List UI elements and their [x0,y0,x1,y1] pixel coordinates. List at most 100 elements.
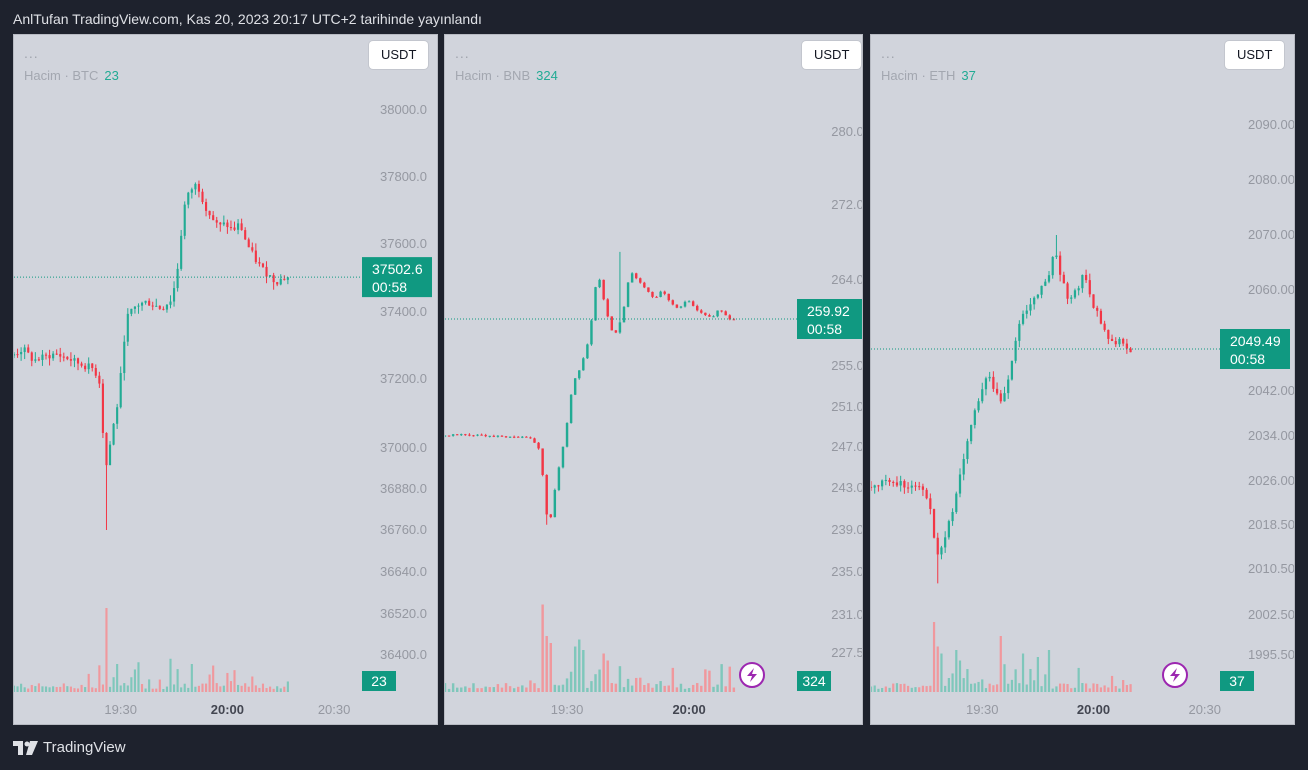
volume-bar [504,683,508,692]
chart-canvas[interactable]: 2090.00 2080.00 2070.00 2060.00 2042.00 2034.… [871,35,1295,725]
volume-bar [720,664,723,692]
volume-bar [187,687,190,692]
last-price-value: 259.92 [807,303,850,319]
candle [675,304,679,309]
volume-bar [1059,683,1062,692]
volume-bar [1021,653,1025,692]
volume-bar [155,688,158,692]
volume-bar [884,686,887,692]
currency-button[interactable]: USDT [1225,41,1285,69]
candle [76,357,80,371]
volume-legend: Hacim · BTC 23 [24,68,119,83]
candle [1021,310,1025,326]
y-tick-label: 37800.0 [380,169,427,184]
tradingview-logo-icon [13,740,38,755]
candle [970,424,973,445]
volume-bar [696,683,699,692]
volume-bar [492,687,496,692]
candle [899,475,902,492]
volume-bar [724,686,727,692]
candle [123,335,126,381]
chart-panel-btc[interactable]: 38000.0 37800.0 37600.0 37400.0 37200.0 37000… [13,34,438,725]
candle [212,211,215,221]
volume-bar [578,639,581,692]
volume-bar [647,683,650,692]
volume-bar [634,677,638,692]
candle [561,446,565,469]
volume-bar [251,676,254,692]
candle [447,435,451,437]
volume-bar [258,687,261,692]
candle [700,309,703,314]
tradingview-brand[interactable]: TradingView [13,739,126,756]
y-tick-label: 1995.50 [1248,647,1295,662]
candle [460,433,463,437]
volume-legend: Hacim · ETH 37 [881,68,976,83]
chart-panel-bnb[interactable]: 280.00 272.00 264.00 255.00 251.00 247.00 243.… [444,34,863,725]
volume-bar [973,683,976,692]
candle [500,435,504,437]
lightning-icon[interactable] [739,662,765,688]
candle [279,274,282,286]
volume-legend: Hacim · BNB 324 [455,68,558,83]
volume-bar [704,669,707,692]
volume-bar [1047,650,1051,692]
volume-bar [226,672,229,692]
volume-bar [1003,664,1006,692]
more-dots[interactable]: ... [24,45,39,61]
bar-countdown: 00:58 [1230,351,1265,367]
volume-bar [14,685,16,692]
candle [614,329,618,334]
volume-bar [995,684,999,692]
volume-bar [639,677,642,692]
candle [683,300,687,308]
volume-bar [244,683,247,692]
candle [126,308,129,346]
currency-button[interactable]: USDT [802,41,862,69]
volume-value-label: 23 [362,671,396,691]
candle [914,481,917,491]
candle [610,316,614,331]
candle [512,435,516,439]
candle [180,229,183,271]
candle [112,423,115,446]
volume-bar [871,686,873,692]
candle [679,305,683,309]
volume-bar [130,677,133,692]
candle [1088,273,1091,298]
candle [906,482,910,494]
candle [988,371,991,382]
candle [455,433,459,436]
more-dots[interactable]: ... [455,45,470,61]
volume-bar [1077,667,1080,692]
volume-bar [929,685,932,692]
volume-bar [977,681,980,692]
chart-panel-eth[interactable]: 2090.00 2080.00 2070.00 2060.00 2042.00 2034.… [870,34,1295,725]
candle [618,251,622,334]
volume-bar [643,684,646,692]
volume-bar [219,686,222,692]
volume-bar [112,677,115,692]
chart-canvas[interactable]: 38000.0 37800.0 37600.0 37400.0 37200.0 37000… [14,35,438,725]
volume-bar [947,678,950,692]
more-dots[interactable]: ... [881,45,896,61]
x-tick-label: 19:30 [966,702,999,717]
candle [272,272,275,290]
volume-bar [1118,688,1121,692]
volume-bar [162,688,165,692]
candle [137,303,140,314]
candle [1010,360,1014,381]
candle [910,480,913,494]
candle [1114,337,1117,348]
candle [999,389,1002,404]
volume-bar [66,686,69,692]
chart-canvas[interactable]: 280.00 272.00 264.00 255.00 251.00 247.00 243.… [445,35,863,725]
volume-bar [237,684,240,692]
volume-bar [197,685,201,692]
x-tick-label: 19:30 [104,702,137,717]
lightning-icon[interactable] [1162,662,1188,688]
candle [140,301,144,311]
candle [451,433,455,437]
candle [91,363,94,372]
currency-button[interactable]: USDT [369,41,429,69]
